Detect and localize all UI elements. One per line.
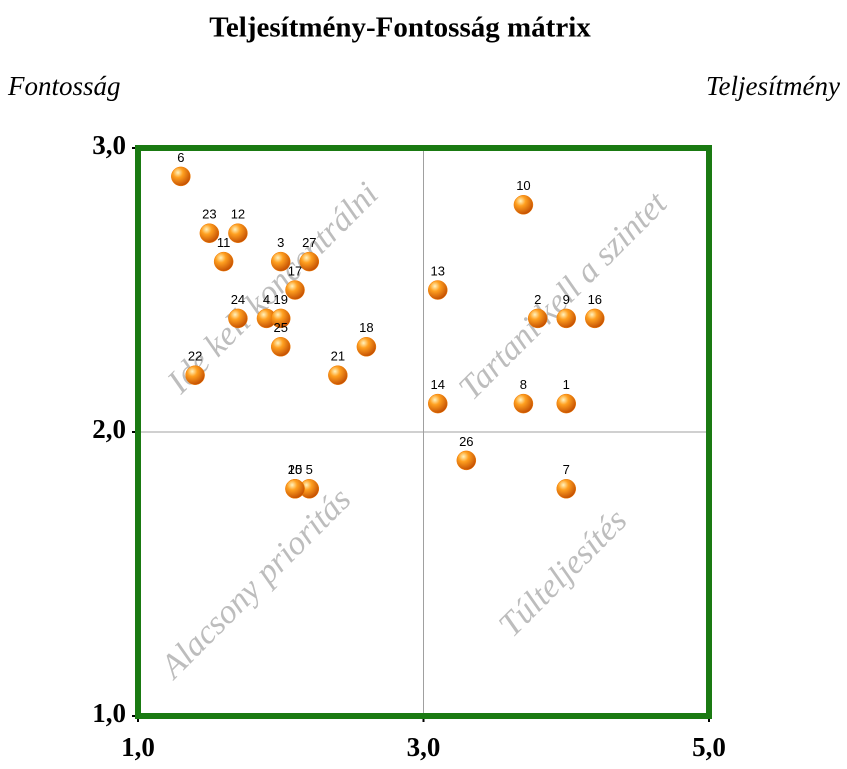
point-label: 25 bbox=[274, 320, 288, 335]
point bbox=[228, 308, 248, 329]
point bbox=[456, 450, 477, 471]
annotations: Ide kell koncentrálni Tartani kell a szin… bbox=[152, 176, 675, 687]
y-tick-label: 2,0 bbox=[92, 414, 126, 444]
point-label: 27 bbox=[302, 235, 316, 250]
point-label: 13 bbox=[431, 263, 445, 278]
point-label: 12 bbox=[231, 207, 245, 222]
point bbox=[171, 166, 191, 187]
point bbox=[299, 251, 320, 272]
y-tick-label: 1,0 bbox=[92, 698, 126, 728]
points: 1234567891011121314151617181920212223242… bbox=[171, 150, 605, 499]
point bbox=[328, 365, 348, 385]
x-tick-label: 5,0 bbox=[692, 732, 726, 762]
point-label: 18 bbox=[359, 320, 373, 335]
point-label: 19 bbox=[274, 292, 288, 307]
quadrant-label: Alacsony prioritás bbox=[152, 481, 358, 687]
point bbox=[271, 308, 291, 329]
quadrant-label: Túlteljesítés bbox=[492, 502, 634, 644]
x-tick-label: 3,0 bbox=[407, 732, 441, 762]
point bbox=[556, 393, 576, 414]
point-label: 16 bbox=[588, 292, 602, 307]
point-label: 3 bbox=[277, 235, 284, 250]
point-label: 23 bbox=[202, 207, 216, 222]
chart-title: Teljesítmény-Fontosság mátrix bbox=[209, 12, 591, 44]
point bbox=[199, 223, 220, 243]
point-label: 11 bbox=[217, 235, 231, 250]
point bbox=[513, 393, 534, 414]
point-label: 5 bbox=[306, 462, 313, 477]
point bbox=[213, 251, 234, 272]
point-label: 14 bbox=[431, 377, 445, 392]
point bbox=[185, 365, 205, 385]
point-label: 2 bbox=[534, 292, 541, 307]
x-axis-label: Teljesítmény bbox=[706, 71, 840, 101]
point-label: 21 bbox=[331, 349, 345, 364]
y-tick-label: 3,0 bbox=[92, 130, 126, 160]
point bbox=[285, 280, 305, 300]
plot-border bbox=[135, 145, 712, 719]
point bbox=[513, 195, 534, 215]
point bbox=[428, 280, 448, 300]
point-label: 8 bbox=[520, 377, 527, 392]
point-label: 24 bbox=[231, 292, 245, 307]
point-label: 4 bbox=[263, 292, 270, 307]
y-axis-label: Fontosság bbox=[7, 71, 121, 101]
point-label: 1 bbox=[563, 377, 570, 392]
point bbox=[556, 479, 576, 499]
point bbox=[556, 308, 576, 329]
point-label: 17 bbox=[288, 263, 302, 278]
point-label: 26 bbox=[459, 434, 473, 449]
x-tick-label: 1,0 bbox=[121, 732, 155, 762]
point bbox=[356, 337, 377, 357]
point bbox=[527, 308, 548, 329]
point-label: 7 bbox=[563, 462, 570, 477]
point bbox=[428, 393, 448, 414]
point-label: 6 bbox=[177, 150, 184, 165]
point-label: 22 bbox=[188, 349, 202, 364]
point bbox=[228, 223, 248, 243]
point bbox=[285, 479, 305, 499]
point bbox=[271, 251, 291, 272]
point bbox=[271, 337, 291, 357]
grid bbox=[132, 145, 712, 722]
point-label: 9 bbox=[563, 292, 570, 307]
point-label: 15 bbox=[288, 462, 302, 477]
point bbox=[585, 308, 605, 329]
point-label: 10 bbox=[516, 178, 530, 193]
point-label: 20 bbox=[288, 462, 302, 477]
